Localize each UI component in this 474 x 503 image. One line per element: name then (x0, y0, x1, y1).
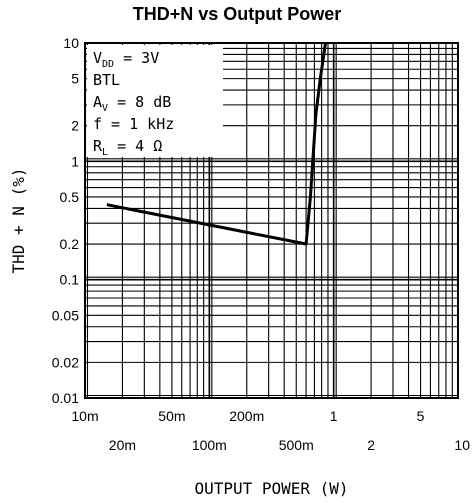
x-tick-label: 5 (417, 408, 425, 424)
y-tick-label: 0.01 (52, 390, 79, 406)
x-tick-label: 10m (71, 408, 98, 424)
x-tick-labels: 10m 50m 200m 1 5 20m 100m 500m 2 10 (71, 408, 470, 453)
annotation-vdd: VDD = 3V (93, 49, 159, 70)
x-tick-label: 10 (454, 437, 470, 453)
plot-frame (84, 42, 459, 399)
annotation-load: RL = 4 Ω (93, 137, 162, 158)
series-line-0 (106, 42, 327, 246)
x-tick-label: 500m (279, 437, 314, 453)
series-layer (106, 42, 327, 246)
x-tick-label: 1 (330, 408, 338, 424)
y-tick-label: 10 (63, 35, 79, 51)
y-tick-label: 0.5 (60, 189, 80, 205)
y-axis-title: THD + N (%) (9, 168, 28, 274)
y-tick-label: 0.1 (60, 272, 80, 288)
annotation-mode: BTL (93, 71, 120, 89)
y-tick-label: 0.02 (52, 354, 79, 370)
x-axis-title: OUTPUT POWER (W) (194, 479, 348, 498)
x-tick-label: 2 (367, 437, 375, 453)
y-tick-label: 2 (71, 118, 79, 134)
y-tick-label: 5 (71, 71, 79, 87)
annotation-background (87, 45, 223, 157)
x-tick-label: 100m (192, 437, 227, 453)
x-tick-label: 50m (158, 408, 185, 424)
y-tick-labels: 10 5 2 1 0.5 0.2 0.1 0.05 0.02 0.01 (52, 35, 79, 406)
chart-title: THD+N vs Output Power (132, 4, 342, 24)
x-tick-label: 20m (109, 437, 136, 453)
annotation-frequency: f = 1 kHz (93, 115, 174, 133)
y-tick-label: 0.2 (60, 236, 80, 252)
conditions-annotation: VDD = 3V BTL AV = 8 dB f = 1 kHz RL = 4 … (87, 45, 223, 158)
y-tick-label: 0.05 (52, 307, 79, 323)
grid (84, 43, 458, 399)
x-tick-label: 200m (229, 408, 264, 424)
annotation-gain: AV = 8 dB (93, 93, 171, 114)
y-tick-label: 1 (71, 153, 79, 169)
